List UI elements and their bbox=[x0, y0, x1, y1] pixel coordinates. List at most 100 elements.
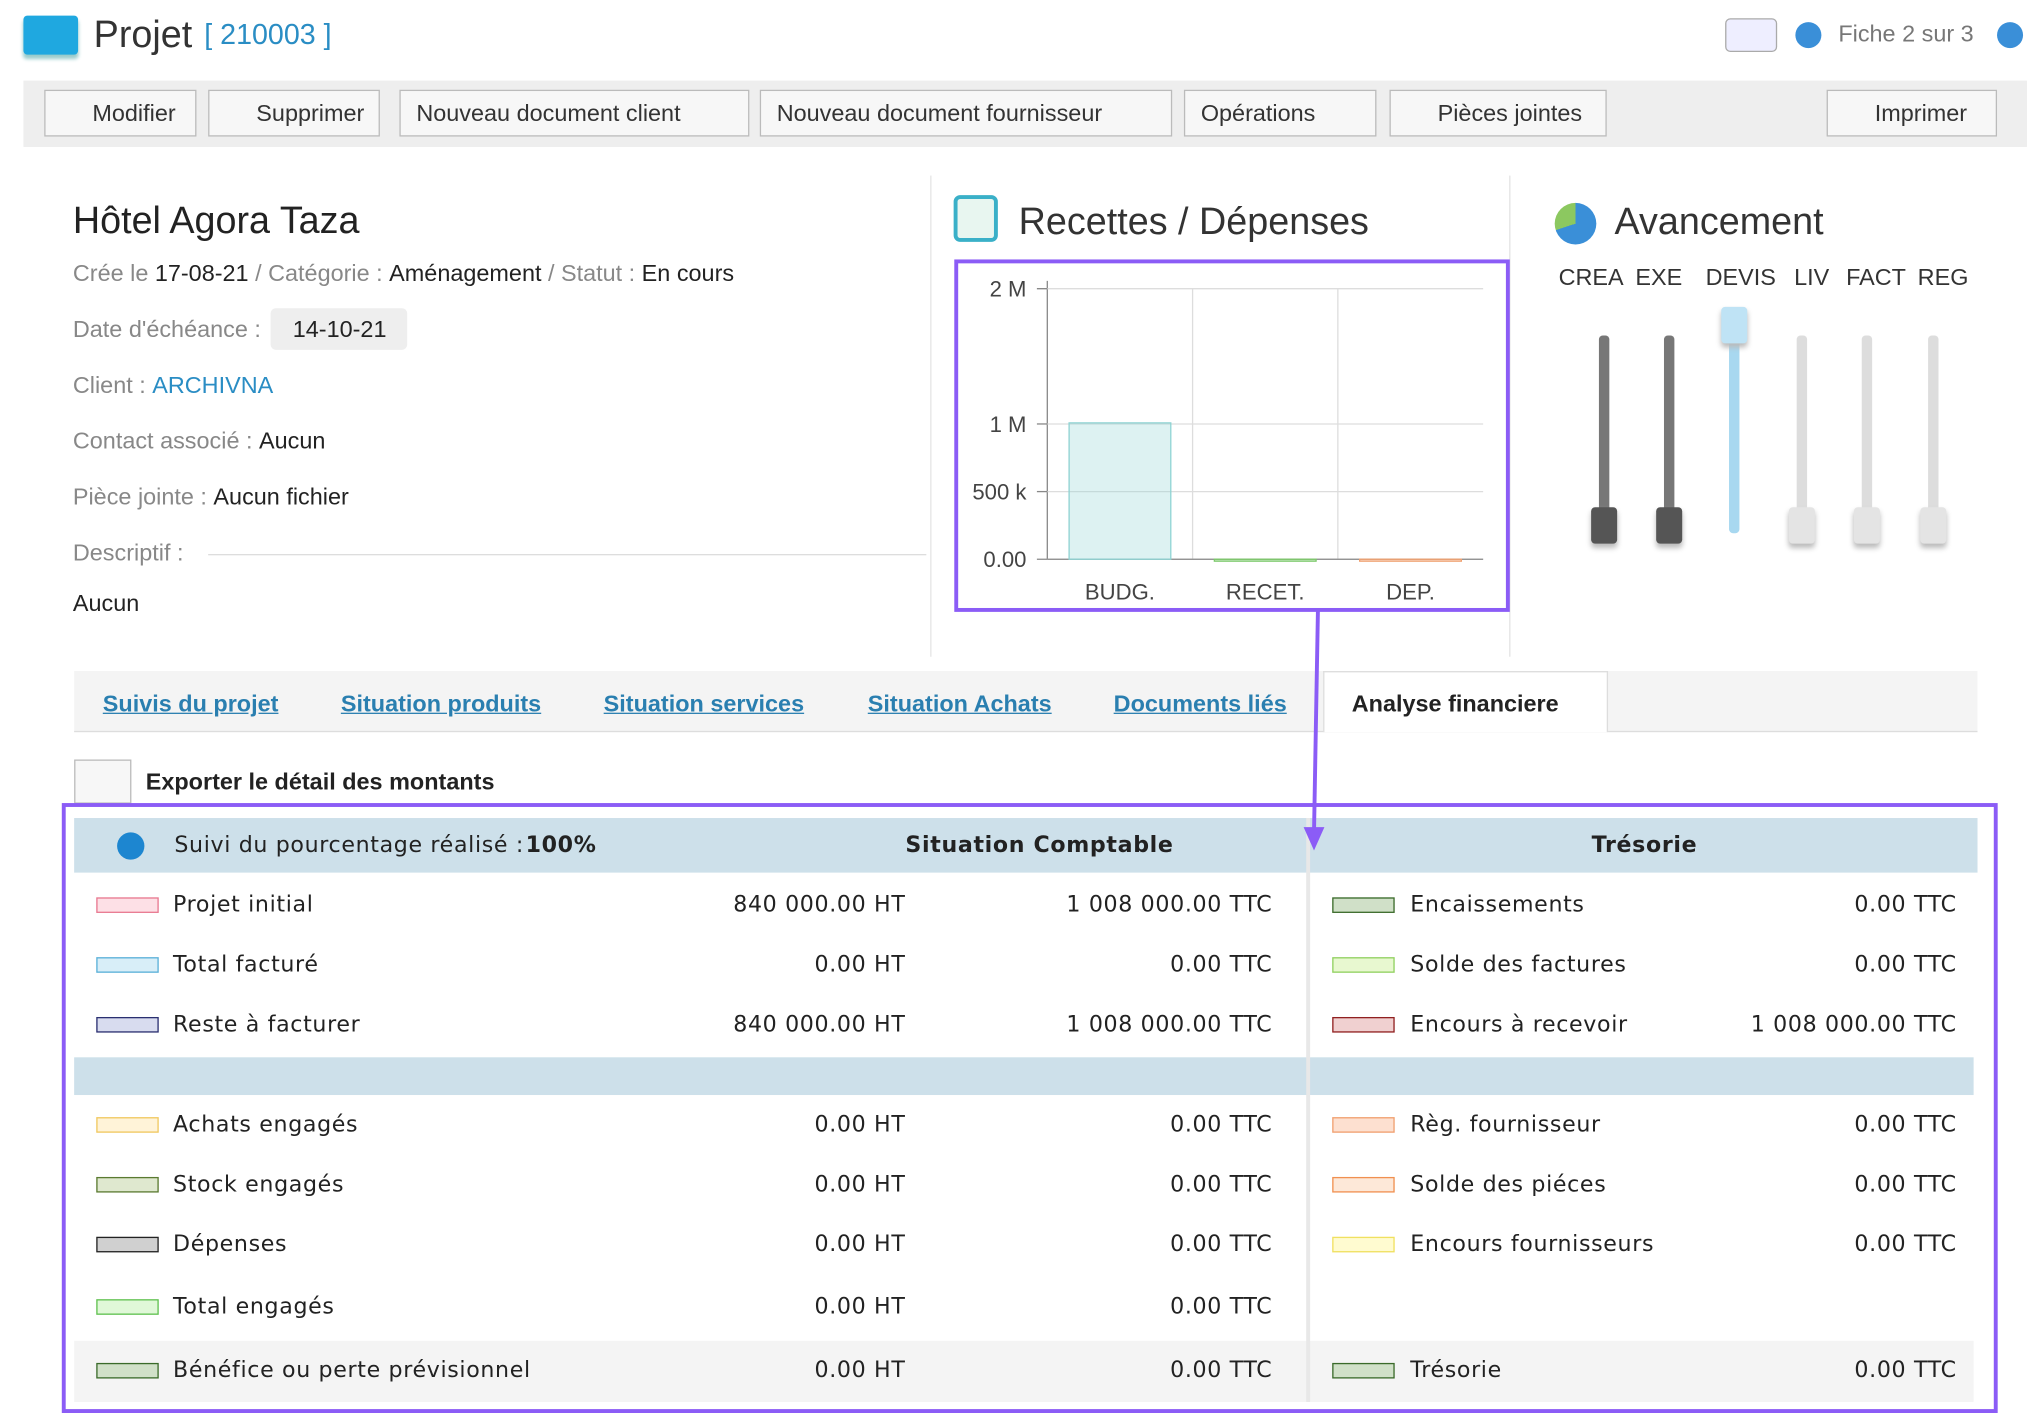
row-label: Stock engagés bbox=[173, 1169, 344, 1200]
step-handle[interactable] bbox=[1920, 507, 1946, 543]
prev-button[interactable] bbox=[1795, 22, 1821, 48]
field-label: Pièce jointe : bbox=[73, 481, 207, 512]
toolbar-button[interactable]: Nouveau document client bbox=[399, 90, 749, 137]
field-value: Aucun bbox=[73, 588, 139, 619]
amount-ttc: 1 008 000.00 TTC bbox=[882, 1009, 1272, 1040]
y-tick-label: 0.00 bbox=[983, 547, 1026, 572]
divider bbox=[1509, 176, 1510, 657]
legend-swatch bbox=[1332, 1363, 1394, 1379]
amount-ht: 0.00 HT bbox=[515, 1169, 905, 1200]
step-handle[interactable] bbox=[1854, 507, 1880, 543]
row-label: Total engagés bbox=[173, 1291, 335, 1322]
toolbar-button[interactable]: Opérations bbox=[1184, 90, 1377, 137]
x-tick-label: BUDG. bbox=[1085, 580, 1155, 605]
info-icon bbox=[117, 832, 144, 859]
row-label: Achats engagés bbox=[173, 1109, 358, 1140]
legend-swatch bbox=[96, 897, 158, 913]
toolbar-button[interactable]: Imprimer bbox=[1827, 90, 1997, 137]
amount-ttc: 1 008 000.00 TTC bbox=[882, 890, 1272, 921]
tab-link[interactable]: Situation produits bbox=[341, 688, 541, 719]
tab-link[interactable]: Suivis du projet bbox=[103, 688, 279, 719]
toolbar-button[interactable]: Modifier bbox=[44, 90, 196, 137]
legend-swatch bbox=[1332, 957, 1394, 973]
step-label: DEVIS bbox=[1706, 261, 1776, 292]
field-label: Contact associé : bbox=[73, 425, 253, 456]
bar bbox=[1069, 423, 1171, 559]
toolbar-button[interactable]: Supprimer bbox=[208, 90, 380, 137]
export-button[interactable] bbox=[74, 759, 131, 803]
amount-ht: 840 000.00 HT bbox=[515, 890, 905, 921]
legend-swatch bbox=[96, 1363, 158, 1379]
amount-ttc: 0.00 TTC bbox=[1566, 1169, 1956, 1200]
step-handle[interactable] bbox=[1721, 307, 1747, 343]
row-label: Bénéfice ou perte prévisionnel bbox=[173, 1355, 531, 1386]
amount-ttc: 0.00 TTC bbox=[882, 1355, 1272, 1386]
step-label: REG bbox=[1918, 261, 1969, 292]
y-tick-label: 1 M bbox=[990, 412, 1027, 437]
next-button[interactable] bbox=[1997, 22, 2023, 48]
step-handle[interactable] bbox=[1789, 507, 1815, 543]
column-divider bbox=[1306, 818, 1310, 1402]
list-button[interactable] bbox=[1725, 18, 1777, 52]
legend-swatch bbox=[96, 957, 158, 973]
project-code: [ 210003 ] bbox=[204, 20, 331, 51]
column-title: Situation Comptable bbox=[779, 830, 1299, 861]
row-label: Projet initial bbox=[173, 890, 313, 921]
step-track bbox=[1729, 336, 1739, 534]
legend-swatch bbox=[96, 1017, 158, 1033]
y-tick-label: 2 M bbox=[990, 277, 1027, 302]
step-handle[interactable] bbox=[1591, 507, 1617, 543]
amount-ttc: 0.00 TTC bbox=[1566, 949, 1956, 980]
amount-ttc: 0.00 TTC bbox=[1566, 1109, 1956, 1140]
step-handle[interactable] bbox=[1656, 507, 1682, 543]
amount-ttc: 0.00 TTC bbox=[1566, 890, 1956, 921]
step-track bbox=[1599, 336, 1609, 518]
field-label: Descriptif : bbox=[73, 537, 184, 568]
amount-ht: 0.00 HT bbox=[515, 1291, 905, 1322]
x-tick-label: RECET. bbox=[1226, 580, 1305, 605]
amount-ttc: 0.00 TTC bbox=[882, 1169, 1272, 1200]
step-track bbox=[1862, 336, 1872, 518]
legend-swatch bbox=[96, 1177, 158, 1193]
progress-icon bbox=[1555, 203, 1597, 245]
field-label: / Catégorie : bbox=[255, 257, 383, 288]
progress-title: Avancement bbox=[1615, 200, 1824, 244]
field-label: Crée le bbox=[73, 257, 148, 288]
field-value[interactable]: ARCHIVNA bbox=[152, 369, 273, 400]
amount-ht: 0.00 HT bbox=[515, 949, 905, 980]
export-label: Exporter le détail des montants bbox=[146, 766, 495, 797]
field-value: 17-08-21 bbox=[155, 257, 249, 288]
column-title: Trésorie bbox=[1384, 830, 1904, 861]
page-title: Projet bbox=[94, 13, 193, 57]
field-value: 14-10-21 bbox=[293, 313, 387, 344]
legend-swatch bbox=[1332, 1117, 1394, 1133]
field-label: / Statut : bbox=[548, 257, 635, 288]
legend-swatch bbox=[1332, 1017, 1394, 1033]
tab-link[interactable]: Situation services bbox=[604, 688, 804, 719]
chart-icon bbox=[954, 195, 998, 242]
row-label: Dépenses bbox=[173, 1229, 287, 1260]
step-track bbox=[1797, 336, 1807, 518]
amount-ttc: 0.00 TTC bbox=[882, 1229, 1272, 1260]
toolbar-button[interactable]: Pièces jointes bbox=[1389, 90, 1606, 137]
legend-swatch bbox=[96, 1237, 158, 1253]
tab-label[interactable]: Analyse financiere bbox=[1352, 688, 1559, 719]
legend-swatch bbox=[96, 1117, 158, 1133]
amount-ttc: 0.00 TTC bbox=[882, 1291, 1272, 1322]
project-name: Hôtel Agora Taza bbox=[73, 199, 360, 243]
legend-swatch bbox=[1332, 897, 1394, 913]
divider bbox=[930, 176, 931, 657]
step-track bbox=[1664, 336, 1674, 518]
folder-icon bbox=[23, 16, 78, 55]
bar bbox=[1360, 559, 1462, 561]
y-tick-label: 500 k bbox=[972, 479, 1027, 504]
row-label: Trésorie bbox=[1410, 1355, 1502, 1386]
bar bbox=[1214, 559, 1316, 561]
toolbar-button[interactable]: Nouveau document fournisseur bbox=[760, 90, 1172, 137]
field-value: En cours bbox=[642, 257, 734, 288]
tab-link[interactable]: Situation Achats bbox=[868, 688, 1052, 719]
field-value: Aucun bbox=[259, 425, 325, 456]
tab-link[interactable]: Documents liés bbox=[1114, 688, 1287, 719]
step-label: EXE bbox=[1635, 261, 1682, 292]
